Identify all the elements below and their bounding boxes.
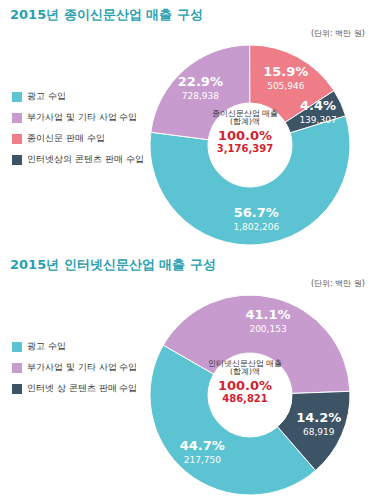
html-text:종이신문산업 매출(합계)액: 종이신문산업 매출(합계)액 — [211, 109, 279, 127]
html-text:광고 수입: 광고 수입 — [27, 91, 66, 101]
html-text:486,821: 486,821 — [222, 392, 268, 404]
html-text:(단위: 백만 원): (단위: 백만 원) — [311, 279, 365, 288]
svg-text:505,946: 505,946 — [267, 81, 304, 91]
html-text:종이신문 판매 수입: 종이신문 판매 수입 — [27, 133, 105, 143]
svg-text:15.9%: 15.9% — [263, 64, 308, 79]
html-text:100.0%: 100.0% — [217, 377, 273, 393]
html-text:100.0%: 100.0% — [217, 127, 273, 143]
svg-text:728,938: 728,938 — [182, 91, 219, 101]
html-text:부가사업 및 기타 사업 수입: 부가사업 및 기타 사업 수입 — [27, 362, 138, 372]
html-text:부가사업 및 기타 사업 수입: 부가사업 및 기타 사업 수입 — [27, 112, 138, 122]
html-text:인터넷신문산업 매출(합계)액: 인터넷신문산업 매출(합계)액 — [207, 359, 283, 377]
html-text:인터넷 상 콘텐츠 판매 수입: 인터넷 상 콘텐츠 판매 수입 — [27, 383, 138, 393]
html-text:인터넷상의 콘텐츠 판매 수입: 인터넷상의 콘텐츠 판매 수입 — [27, 154, 144, 164]
svg-text:139,307: 139,307 — [299, 115, 336, 125]
svg-text:217,750: 217,750 — [184, 455, 221, 465]
svg-text:14.2%: 14.2% — [296, 410, 341, 425]
svg-text:22.9%: 22.9% — [178, 74, 223, 89]
svg-text:44.7%: 44.7% — [180, 438, 225, 453]
svg-text:41.1%: 41.1% — [245, 307, 290, 322]
svg-text:4.4%: 4.4% — [300, 98, 336, 113]
html-text:3,176,397: 3,176,397 — [216, 142, 274, 154]
svg-text:1,802,206: 1,802,206 — [233, 222, 279, 232]
svg-text:56.7%: 56.7% — [234, 205, 279, 220]
svg-text:200,153: 200,153 — [249, 324, 286, 334]
html-text:2015년 인터넷신문산업 매출 구성: 2015년 인터넷신문산업 매출 구성 — [10, 257, 216, 272]
svg-text:68,919: 68,919 — [303, 427, 335, 437]
html-text:광고 수입: 광고 수입 — [27, 341, 66, 351]
html-text:2015년 종이신문산업 매출 구성: 2015년 종이신문산업 매출 구성 — [10, 7, 203, 22]
html-text:(단위: 백만 원): (단위: 백만 원) — [311, 29, 365, 38]
